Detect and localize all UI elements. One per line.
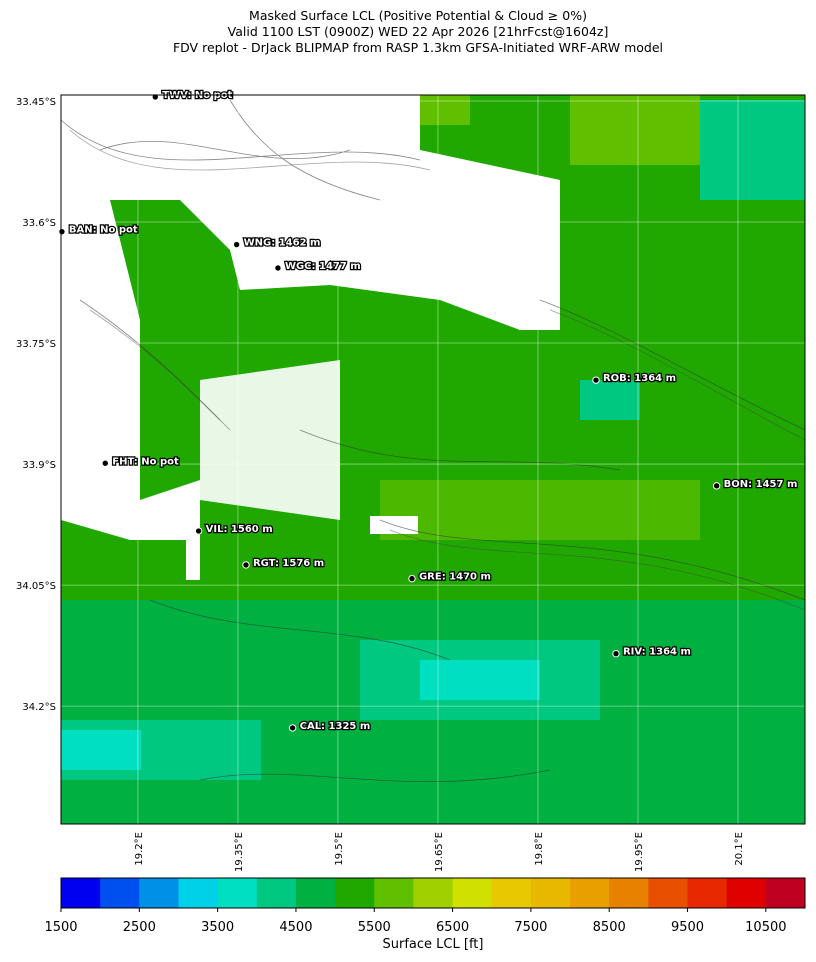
station-label: CAL: 1325 m (300, 721, 371, 732)
station-marker (592, 376, 600, 384)
station-marker (242, 561, 250, 569)
station-marker (232, 240, 241, 249)
y-tick-label: 34.05°S (16, 581, 56, 592)
colorbar-tick-label: 1500 (44, 920, 77, 935)
colorbar-tick-label: 3500 (201, 920, 234, 935)
x-tick-label: 19.35°E (234, 832, 245, 872)
colorbar-bin (452, 878, 493, 908)
colorbar-bin (491, 878, 532, 908)
colorbar-label: Surface LCL [ft] (383, 937, 484, 952)
y-tick-label: 33.9°S (22, 460, 56, 471)
colorbar: 1500 2500 3500 4500 5500 6500 7500 8500 9500 1050… (44, 877, 806, 935)
x-tick-label: 20.1°E (734, 832, 745, 866)
title-line: Masked Surface LCL (Positive Potential &… (249, 8, 587, 23)
station-label: BON: 1457 m (724, 479, 798, 490)
colorbar-bin (530, 878, 571, 908)
colorbar-bin (413, 878, 454, 908)
station-label: WGC: 1477 m (285, 261, 361, 272)
y-tick-label: 34.2°S (22, 702, 56, 713)
colorbar-bin (726, 878, 767, 908)
colorbar-bin (178, 878, 219, 908)
station-label: RGT: 1576 m (253, 558, 324, 569)
station-marker (274, 264, 282, 272)
x-tick-label: 19.2°E (134, 832, 145, 866)
colorbar-bin (139, 878, 179, 908)
colorbar-tick-label: 2500 (123, 920, 156, 935)
station-marker (712, 482, 721, 490)
colorbar-bin (295, 878, 336, 908)
colorbar-tick-label: 7500 (514, 920, 547, 935)
colorbar-tick-label: 10500 (745, 920, 786, 935)
station-marker (612, 649, 620, 658)
map-frame (60, 94, 806, 825)
title-line: FDV replot - DrJack BLIPMAP from RASP 1.… (173, 40, 663, 55)
y-tick-label: 33.6°S (22, 218, 56, 229)
station-marker (101, 459, 109, 467)
station-marker (288, 724, 297, 732)
station-label: BAN: No pot (69, 225, 138, 236)
colorbar-tick-label: 8500 (593, 920, 626, 935)
colorbar-bin (765, 878, 806, 908)
colorbar-bin (61, 878, 101, 908)
station-label: WNG: 1462 m (244, 238, 321, 249)
colorbar-bin (687, 878, 728, 908)
station-label: VIL: 1560 m (206, 524, 273, 535)
station-label: FHT: No pot (112, 456, 179, 467)
colorbar-bin (256, 878, 297, 908)
y-tick-label: 33.45°S (16, 97, 56, 108)
title-line: Valid 1100 LST (0900Z) WED 22 Apr 2026 [… (228, 24, 609, 39)
colorbar-tick-label: 4500 (279, 920, 312, 935)
station-label: ROB: 1364 m (603, 373, 676, 384)
station-label: GRE: 1470 m (419, 572, 491, 583)
title-block: Masked Surface LCL (Positive Potential &… (173, 8, 663, 55)
colorbar-bin (100, 878, 140, 908)
station-marker (58, 227, 66, 236)
colorbar-tick-label: 9500 (671, 920, 704, 935)
graticule (61, 95, 805, 824)
colorbar-bin (374, 878, 414, 908)
map-raster (61, 95, 805, 824)
x-tick-label: 19.5°E (334, 832, 345, 866)
station-marker (194, 527, 203, 535)
colorbar-frame (60, 877, 806, 909)
colorbar-bin (609, 878, 649, 908)
station-label: RIV: 1364 m (623, 647, 691, 658)
x-tick-label: 19.8°E (534, 832, 545, 866)
colorbar-bin (335, 878, 375, 908)
colorbar-bin (570, 878, 610, 908)
x-tick-label: 19.65°E (434, 832, 445, 872)
colorbar-tick-label: 5500 (358, 920, 391, 935)
x-tick-label: 19.95°E (634, 832, 645, 872)
colorbar-tick-label: 6500 (436, 920, 469, 935)
colorbar-bin (648, 878, 689, 908)
colorbar-bin (217, 878, 258, 908)
y-tick-label: 33.75°S (16, 339, 56, 350)
station-marker (408, 574, 416, 583)
